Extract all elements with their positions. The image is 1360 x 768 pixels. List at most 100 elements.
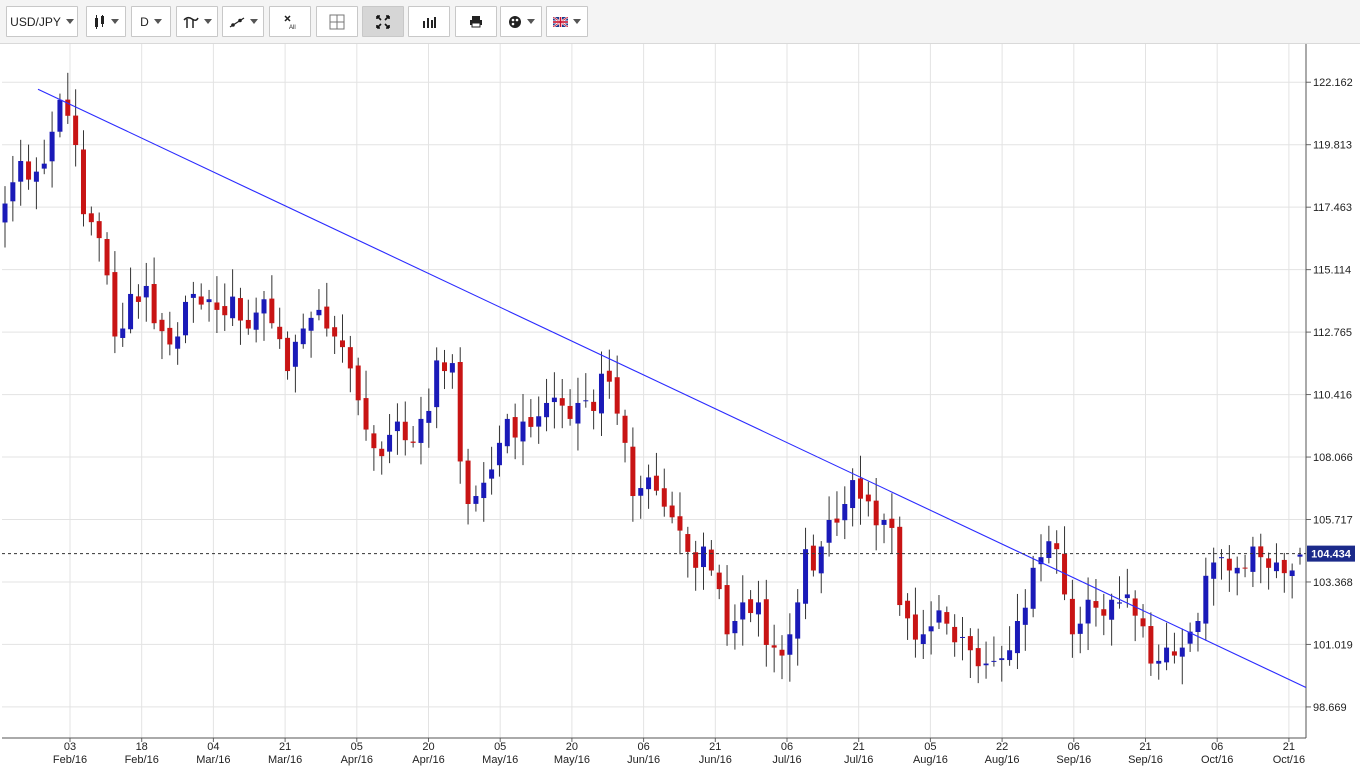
candle-down [622,415,628,443]
candle-down [355,365,361,401]
y-axis-tick-label: 105.717 [1313,515,1353,527]
candle-up [434,360,440,408]
candle-down [763,599,769,645]
candle-down [269,298,275,324]
candle-down [1132,598,1138,616]
candle-up [394,421,400,432]
candle-down [693,552,699,568]
chart-type-select[interactable] [86,6,126,37]
period-select[interactable]: D [131,6,171,37]
x-axis-tick-month: Oct/16 [1273,754,1305,766]
candle-up [1007,650,1013,661]
candle-down [897,526,903,606]
candle-down [73,115,79,146]
candle-up [732,621,738,634]
x-axis-tick-day: 06 [1068,741,1080,753]
candle-up [983,663,989,666]
candle-down [1054,543,1060,550]
candle-up [1219,557,1225,559]
fullscreen-button[interactable] [362,6,404,37]
candle-up [481,482,487,499]
candle-down [80,149,86,215]
x-axis-tick-month: Feb/16 [53,754,87,766]
fullscreen-icon [376,14,390,29]
print-button[interactable] [455,6,497,37]
candle-down [630,446,636,497]
candle-down [1148,626,1154,664]
eye-icon[interactable] [57,48,70,56]
candle-down [1093,601,1099,608]
period-select-label: D [140,14,149,29]
candle-up [575,402,581,424]
candle-up [991,660,997,662]
candle-down [65,99,71,116]
candle-up [449,363,455,373]
x-axis-tick-month: May/16 [554,754,590,766]
x-axis-tick-day: 06 [637,741,649,753]
chevron-down-icon [526,19,535,24]
candle-down [779,649,785,656]
x-axis-tick-day: 05 [494,741,506,753]
remove-all-button[interactable]: All [269,6,311,37]
candle-up [999,658,1005,661]
indicators-icon [182,16,199,28]
x-axis-tick-month: May/16 [482,754,518,766]
bar-chart-icon [423,16,436,28]
candle-up [41,163,47,169]
x-axis-tick-day: 05 [924,741,936,753]
candle-down [614,377,620,414]
candle-up [504,418,510,447]
candle-down [708,549,714,571]
candle-down [559,398,565,406]
x-axis-tick-month: Aug/16 [985,754,1020,766]
candle-down [677,516,683,531]
x-axis-tick-day: 06 [781,741,793,753]
symbol-select-label: USD/JPY [10,14,61,29]
y-axis-tick-label: 122.162 [1313,77,1353,89]
candle-down [591,401,597,411]
candle-down [379,448,385,457]
y-axis-tick-label: 101.019 [1313,639,1353,651]
candle-up [253,312,259,330]
candle-down [606,370,612,382]
candle-down [1069,598,1075,635]
chevron-down-icon [65,19,74,24]
candle-up [300,328,306,345]
candle-down [214,302,220,310]
symbol-select[interactable]: USD/JPY [6,6,78,37]
crosshair-button[interactable] [316,6,358,37]
x-axis-tick-month: Jul/16 [772,754,801,766]
chart-background [0,44,1360,768]
candle-down [810,545,816,571]
candle-up [818,546,824,574]
svg-text:All: All [289,25,296,30]
y-axis-tick-label: 119.813 [1313,140,1352,152]
chart-info-line: USD/JPY Candle Stick, 200/300 - Daily - … [7,46,456,58]
candle-up [206,299,212,303]
candle-down [912,614,918,640]
candle-up [49,131,55,162]
candle-up [496,442,502,466]
candle-up [1297,554,1303,557]
x-axis-tick-month: Oct/16 [1201,754,1233,766]
candle-up [1156,660,1162,664]
candle-up [701,546,707,568]
color-theme-button[interactable] [500,6,542,37]
y-axis-tick-label: 108.066 [1313,452,1353,464]
candle-down [1266,558,1272,568]
indicators-button[interactable] [176,6,218,37]
candle-up [426,410,432,423]
drawing-tools-button[interactable] [222,6,264,37]
candle-up [1164,647,1170,663]
x-axis-tick-day: 21 [709,741,721,753]
y-axis-tick-label: 117.463 [1313,202,1352,214]
candle-down [442,362,448,372]
volume-button[interactable] [408,6,450,37]
x-axis-tick-month: Jun/16 [627,754,660,766]
candle-down [748,599,754,614]
language-select[interactable] [546,6,588,37]
crosshair-icon [329,14,345,29]
candle-up [1109,599,1115,620]
candle-down [324,306,330,329]
